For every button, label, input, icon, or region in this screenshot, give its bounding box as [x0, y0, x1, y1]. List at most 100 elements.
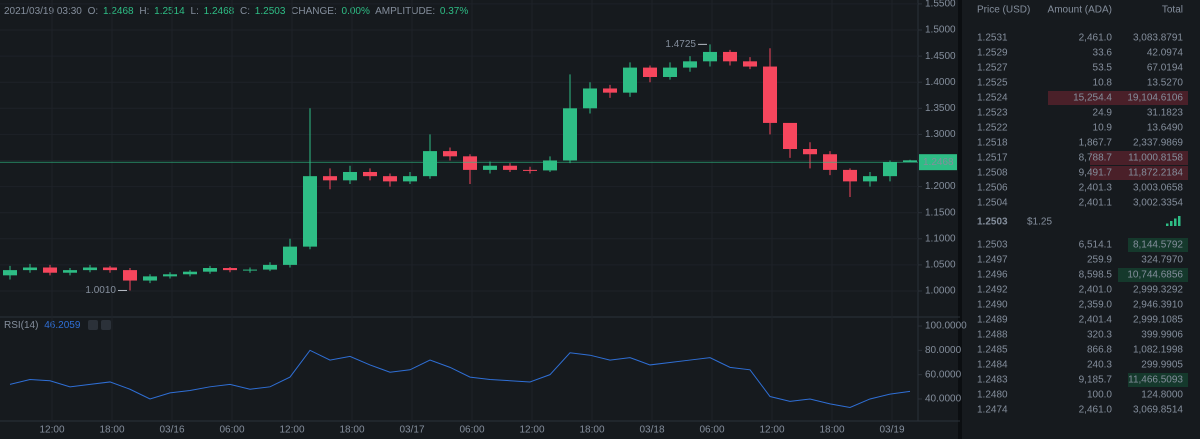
- annotation: 1.0010: [85, 285, 116, 296]
- order-price: 1.2483: [977, 375, 1008, 386]
- order-cell: 866.8: [1087, 345, 1112, 356]
- order-cell: 9,185.7: [1079, 375, 1113, 386]
- column-header: Total: [1162, 5, 1183, 16]
- order-cell: 11,872.2184: [1128, 168, 1183, 179]
- candle-body: [283, 246, 297, 265]
- order-cell: 11,466.5093: [1128, 375, 1183, 386]
- order-price: 1.2490: [977, 300, 1008, 311]
- candle-body: [403, 176, 417, 182]
- order-cell: 8,598.5: [1079, 270, 1113, 281]
- y-tick-label: 1.1500: [925, 207, 956, 218]
- candle-body: [843, 169, 857, 182]
- indicator-name: RSI(14): [4, 320, 38, 331]
- order-price: 1.2517: [977, 153, 1008, 164]
- order-cell: 3,083.8791: [1133, 33, 1183, 44]
- candle-body: [703, 51, 717, 62]
- depth-bar: [1090, 151, 1188, 165]
- order-cell: 2,461.0: [1079, 405, 1113, 416]
- order-cell: 2,401.0: [1079, 285, 1113, 296]
- candle-body: [63, 270, 77, 273]
- order-cell: 1,867.7: [1079, 138, 1113, 149]
- candle-body: [803, 149, 817, 155]
- order-cell: 2,999.3292: [1133, 285, 1183, 296]
- order-cell: 2,401.3: [1079, 183, 1113, 194]
- order-price: 1.2504: [977, 198, 1008, 209]
- order-cell: 15,254.4: [1073, 93, 1112, 104]
- order-price: 1.2480: [977, 390, 1008, 401]
- order-cell: 399.9906: [1141, 330, 1183, 341]
- value: 0.37%: [440, 6, 468, 17]
- order-cell: 124.8000: [1141, 390, 1183, 401]
- candle-body: [203, 268, 217, 272]
- candle-body: [23, 267, 37, 271]
- candle-body: [503, 165, 517, 170]
- value: 1.2503: [255, 6, 286, 17]
- order-cell: 3,069.8514: [1133, 405, 1183, 416]
- candle-body: [763, 66, 777, 123]
- depth-bar: [1090, 166, 1188, 180]
- order-cell: 324.7970: [1141, 255, 1183, 266]
- y-tick-label: 100.0000: [925, 321, 967, 332]
- order-price: 1.2531: [977, 33, 1008, 44]
- order-cell: 3,002.3354: [1133, 198, 1183, 209]
- depth-bar: [1128, 373, 1188, 387]
- order-price: 1.2485: [977, 345, 1008, 356]
- order-cell: 259.9: [1087, 255, 1112, 266]
- order-cell: 24.9: [1093, 108, 1113, 119]
- x-tick-label: 03/17: [399, 425, 424, 436]
- label: C:: [240, 6, 250, 17]
- depth-bar: [1118, 268, 1188, 282]
- order-cell: 67.0194: [1147, 63, 1184, 74]
- order-cell: 11,000.8158: [1128, 153, 1183, 164]
- order-cell: 10,744.6856: [1127, 270, 1183, 281]
- order-price: 1.2506: [977, 183, 1008, 194]
- price-tag-label: 1.2468: [923, 157, 954, 168]
- candle-body: [363, 171, 377, 177]
- rsi-header: RSI(14) 46.2059: [4, 320, 81, 331]
- order-price: 1.2529: [977, 48, 1008, 59]
- x-tick-label: 12:00: [519, 425, 544, 436]
- order-price: 1.2527: [977, 63, 1008, 74]
- value: 1.2468: [103, 6, 134, 17]
- candle-body: [103, 267, 117, 271]
- candle-body: [643, 67, 657, 77]
- eye-icon[interactable]: [88, 320, 98, 330]
- candle-body: [563, 108, 577, 161]
- x-tick-label: 18:00: [579, 425, 604, 436]
- order-price: 1.2518: [977, 138, 1008, 149]
- price-tag: [919, 154, 957, 171]
- candle-body: [3, 270, 17, 276]
- order-cell: 320.3: [1087, 330, 1112, 341]
- candle-body: [163, 274, 177, 277]
- order-cell: 10.8: [1093, 78, 1113, 89]
- y-tick-label: 1.4000: [925, 77, 956, 88]
- y-tick-label: 1.3500: [925, 103, 956, 114]
- x-tick-label: 03/19: [879, 425, 904, 436]
- x-tick-label: 06:00: [219, 425, 244, 436]
- signal-icon: [1166, 223, 1169, 226]
- order-price: 1.2484: [977, 360, 1008, 371]
- candle-body: [463, 156, 477, 170]
- order-cell: 13.6490: [1147, 123, 1184, 134]
- indicator-value: 46.2059: [44, 320, 81, 331]
- candle-body: [523, 169, 537, 171]
- candle-body: [683, 61, 697, 68]
- order-price: 1.2496: [977, 270, 1008, 281]
- candle-body: [743, 61, 757, 67]
- candle-body: [723, 51, 737, 62]
- rsi-line: [9, 349, 911, 408]
- mid-usd: $1.25: [1027, 217, 1052, 228]
- order-cell: 8,788.7: [1079, 153, 1113, 164]
- candle-body: [783, 122, 797, 150]
- settings-icon[interactable]: [101, 320, 111, 330]
- candle-body: [123, 270, 137, 281]
- x-tick-label: 06:00: [459, 425, 484, 436]
- candle-body: [583, 88, 597, 109]
- candle-body: [423, 151, 437, 177]
- signal-icon: [1174, 218, 1177, 226]
- candle-body: [443, 151, 457, 157]
- order-price: 1.2522: [977, 123, 1008, 134]
- order-cell: 2,401.4: [1079, 315, 1113, 326]
